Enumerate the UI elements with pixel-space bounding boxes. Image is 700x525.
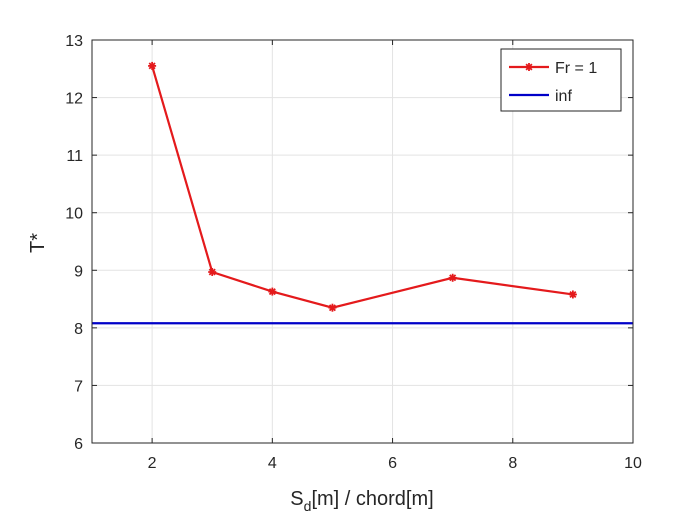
legend-label: Fr = 1 (555, 60, 597, 77)
y-tick-label: 11 (66, 148, 83, 165)
y-tick-label: 10 (65, 206, 83, 223)
x-axis-label-main: S (290, 488, 303, 510)
y-tick-label: 8 (74, 321, 83, 338)
series-line-fr1 (151, 65, 574, 309)
x-tick-label: 2 (148, 455, 157, 472)
legend-box (500, 48, 622, 112)
legend-item: Fr = 1 (509, 60, 597, 77)
x-tick-label: 10 (624, 455, 642, 472)
ticks: 2 4 6 8 10 6 7 8 9 10 11 12 13 (65, 33, 642, 472)
axes (91, 39, 634, 444)
y-axis-label: T* (27, 233, 49, 253)
series-layer (92, 61, 633, 325)
x-axis-label: Sd[m] / chord[m] (290, 488, 433, 514)
x-tick-label: 4 (268, 455, 277, 472)
y-tick-label: 13 (65, 33, 83, 50)
data-point (448, 273, 457, 282)
grid (92, 39, 634, 444)
x-tick-label: 8 (508, 455, 517, 472)
data-point (328, 303, 337, 312)
x-axis-label-rest: [m] / chord[m] (311, 488, 433, 510)
data-point (568, 290, 577, 299)
axes-box (91, 39, 634, 444)
legend-label: inf (555, 88, 572, 105)
data-point (208, 268, 217, 277)
legend: Fr = 1 inf (500, 48, 622, 112)
data-point (268, 287, 277, 296)
x-axis-label-sub: d (304, 498, 312, 514)
x-tick-label: 6 (388, 455, 397, 472)
y-tick-label: 12 (65, 91, 83, 108)
y-tick-label: 9 (74, 263, 83, 280)
y-tick-label: 7 (74, 378, 83, 395)
data-point (148, 61, 157, 70)
legend-item: inf (509, 88, 572, 105)
y-tick-label: 6 (74, 436, 83, 453)
